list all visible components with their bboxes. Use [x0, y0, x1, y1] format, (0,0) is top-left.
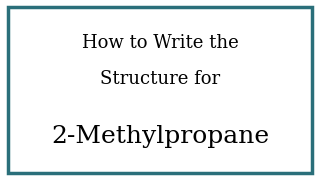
Text: Structure for: Structure for: [100, 70, 220, 88]
Text: How to Write the: How to Write the: [82, 34, 238, 52]
Text: 2-Methylpropane: 2-Methylpropane: [51, 125, 269, 148]
